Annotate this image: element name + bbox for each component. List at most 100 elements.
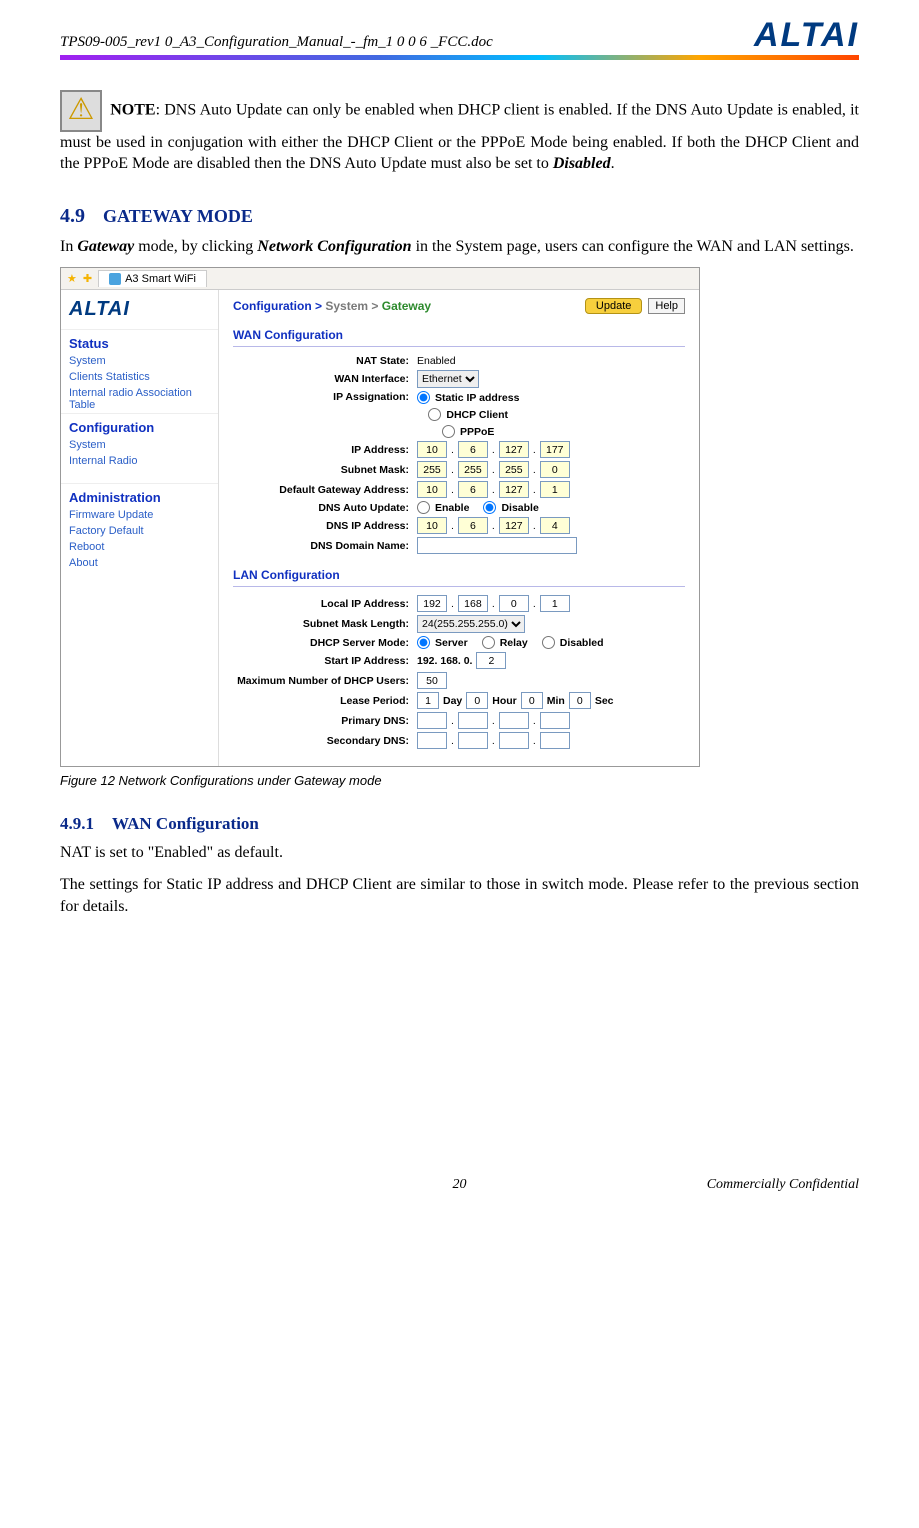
screenshot-gateway-config: ★ ✚ A3 Smart WiFi ALTAI Status System Cl… bbox=[60, 267, 700, 767]
ip-octet[interactable] bbox=[417, 595, 447, 612]
browser-tabbar: ★ ✚ A3 Smart WiFi bbox=[61, 268, 699, 290]
row-secondary-dns: Secondary DNS: . . . bbox=[233, 732, 685, 749]
note-paragraph: NOTE: DNS Auto Update can only be enable… bbox=[60, 90, 859, 175]
radio-static-ip[interactable]: Static IP address bbox=[417, 391, 519, 404]
sidebar-item-system-status[interactable]: System bbox=[61, 353, 218, 369]
breadcrumb: Configuration > System > Gateway bbox=[233, 299, 431, 313]
ip-octet[interactable] bbox=[458, 595, 488, 612]
ip-octet[interactable] bbox=[540, 712, 570, 729]
row-local-ip: Local IP Address: . . . bbox=[233, 595, 685, 612]
lease-sec-input[interactable] bbox=[569, 692, 591, 709]
row-nat-state: NAT State: Enabled bbox=[233, 355, 685, 367]
mask-length-select[interactable]: 24(255.255.255.0) bbox=[417, 615, 525, 633]
row-max-users: Maximum Number of DHCP Users: bbox=[233, 672, 685, 689]
ip-octet[interactable] bbox=[417, 517, 447, 534]
sidebar-item-about[interactable]: About bbox=[61, 555, 218, 571]
ip-octet[interactable] bbox=[499, 732, 529, 749]
sidebar: ALTAI Status System Clients Statistics I… bbox=[61, 290, 219, 766]
wan-section-title: WAN Configuration bbox=[233, 324, 685, 347]
sidebar-item-clients-stats[interactable]: Clients Statistics bbox=[61, 369, 218, 385]
lease-day-input[interactable] bbox=[417, 692, 439, 709]
ip-octet[interactable] bbox=[458, 481, 488, 498]
sidebar-item-internal-radio[interactable]: Internal Radio bbox=[61, 453, 218, 469]
browser-tab[interactable]: A3 Smart WiFi bbox=[98, 270, 207, 287]
radio-dhcp-relay[interactable]: Relay bbox=[482, 636, 528, 649]
footer-confidential: Commercially Confidential bbox=[707, 1177, 859, 1193]
favorites-icon[interactable]: ★ bbox=[67, 272, 77, 285]
section-title: GATEWAY MODE bbox=[103, 206, 253, 226]
radio-dhcp-server[interactable]: Server bbox=[417, 636, 468, 649]
ip-octet[interactable] bbox=[417, 461, 447, 478]
ip-octet[interactable] bbox=[417, 712, 447, 729]
row-ip-assignation: IP Assignation: Static IP address DHCP C… bbox=[233, 391, 685, 438]
subsection-title: WAN Configuration bbox=[112, 814, 259, 833]
ip-octet[interactable] bbox=[540, 595, 570, 612]
start-ip-octet[interactable] bbox=[476, 652, 506, 669]
row-dns-domain: DNS Domain Name: bbox=[233, 537, 685, 554]
sidebar-item-assoc-table[interactable]: Internal radio Association Table bbox=[61, 385, 218, 413]
lease-min-input[interactable] bbox=[521, 692, 543, 709]
lan-section-title: LAN Configuration bbox=[233, 564, 685, 587]
add-favorite-icon[interactable]: ✚ bbox=[83, 272, 92, 285]
ip-octet[interactable] bbox=[458, 712, 488, 729]
wan-interface-select[interactable]: Ethernet bbox=[417, 370, 479, 388]
sidebar-head-admin: Administration bbox=[61, 483, 218, 507]
row-default-gateway: Default Gateway Address: . . . bbox=[233, 481, 685, 498]
sidebar-item-factory-default[interactable]: Factory Default bbox=[61, 523, 218, 539]
ip-octet[interactable] bbox=[540, 732, 570, 749]
row-dns-ip: DNS IP Address: . . . bbox=[233, 517, 685, 534]
row-mask-length: Subnet Mask Length: 24(255.255.255.0) bbox=[233, 615, 685, 633]
note-label: NOTE bbox=[110, 101, 155, 118]
ip-octet[interactable] bbox=[499, 595, 529, 612]
radio-dhcp-client[interactable]: DHCP Client bbox=[428, 408, 508, 421]
ip-octet[interactable] bbox=[458, 461, 488, 478]
row-start-ip: Start IP Address: 192. 168. 0. bbox=[233, 652, 685, 669]
ip-octet[interactable] bbox=[540, 461, 570, 478]
ip-octet[interactable] bbox=[417, 732, 447, 749]
max-users-input[interactable] bbox=[417, 672, 447, 689]
tab-label: A3 Smart WiFi bbox=[125, 273, 196, 285]
ip-octet[interactable] bbox=[458, 732, 488, 749]
ip-octet[interactable] bbox=[458, 517, 488, 534]
update-button[interactable]: Update bbox=[585, 298, 642, 314]
sidebar-head-config: Configuration bbox=[61, 413, 218, 437]
sidebar-item-system-config[interactable]: System bbox=[61, 437, 218, 453]
ip-octet[interactable] bbox=[417, 481, 447, 498]
header-divider bbox=[60, 55, 859, 60]
ip-octet[interactable] bbox=[540, 441, 570, 458]
section-4-9-intro: In Gateway mode, by clicking Network Con… bbox=[60, 236, 859, 258]
ip-octet[interactable] bbox=[540, 481, 570, 498]
ip-octet[interactable] bbox=[540, 517, 570, 534]
note-trailer: Disabled bbox=[553, 155, 611, 172]
figure-caption: Figure 12 Network Configurations under G… bbox=[60, 773, 859, 788]
brand-logo: ALTAI bbox=[754, 20, 859, 51]
radio-dhcp-disabled[interactable]: Disabled bbox=[542, 636, 604, 649]
sidebar-brand: ALTAI bbox=[61, 296, 218, 329]
sec491-p2: The settings for Static IP address and D… bbox=[60, 874, 859, 917]
radio-dns-disable[interactable]: Disable bbox=[483, 501, 538, 514]
row-primary-dns: Primary DNS: . . . bbox=[233, 712, 685, 729]
sidebar-head-status: Status bbox=[61, 329, 218, 353]
row-dns-auto-update: DNS Auto Update: Enable Disable bbox=[233, 501, 685, 514]
sec491-p1: NAT is set to "Enabled" as default. bbox=[60, 842, 859, 864]
ip-octet[interactable] bbox=[499, 712, 529, 729]
lease-hour-input[interactable] bbox=[466, 692, 488, 709]
ip-octet[interactable] bbox=[417, 441, 447, 458]
help-button[interactable]: Help bbox=[648, 298, 685, 314]
radio-pppoe[interactable]: PPPoE bbox=[442, 425, 494, 438]
sidebar-item-firmware[interactable]: Firmware Update bbox=[61, 507, 218, 523]
section-4-9-1-heading: 4.9.1 WAN Configuration bbox=[60, 814, 859, 834]
ip-octet[interactable] bbox=[499, 517, 529, 534]
page-number: 20 bbox=[453, 1177, 467, 1193]
note-period: . bbox=[611, 155, 615, 172]
ip-octet[interactable] bbox=[499, 461, 529, 478]
ip-octet[interactable] bbox=[499, 481, 529, 498]
tab-favicon bbox=[109, 273, 121, 285]
sidebar-item-reboot[interactable]: Reboot bbox=[61, 539, 218, 555]
ip-octet[interactable] bbox=[458, 441, 488, 458]
radio-dns-enable[interactable]: Enable bbox=[417, 501, 469, 514]
ip-octet[interactable] bbox=[499, 441, 529, 458]
logo-text: ALTAI bbox=[754, 20, 859, 51]
note-text: : DNS Auto Update can only be enabled wh… bbox=[60, 101, 859, 172]
dns-domain-input[interactable] bbox=[417, 537, 577, 554]
